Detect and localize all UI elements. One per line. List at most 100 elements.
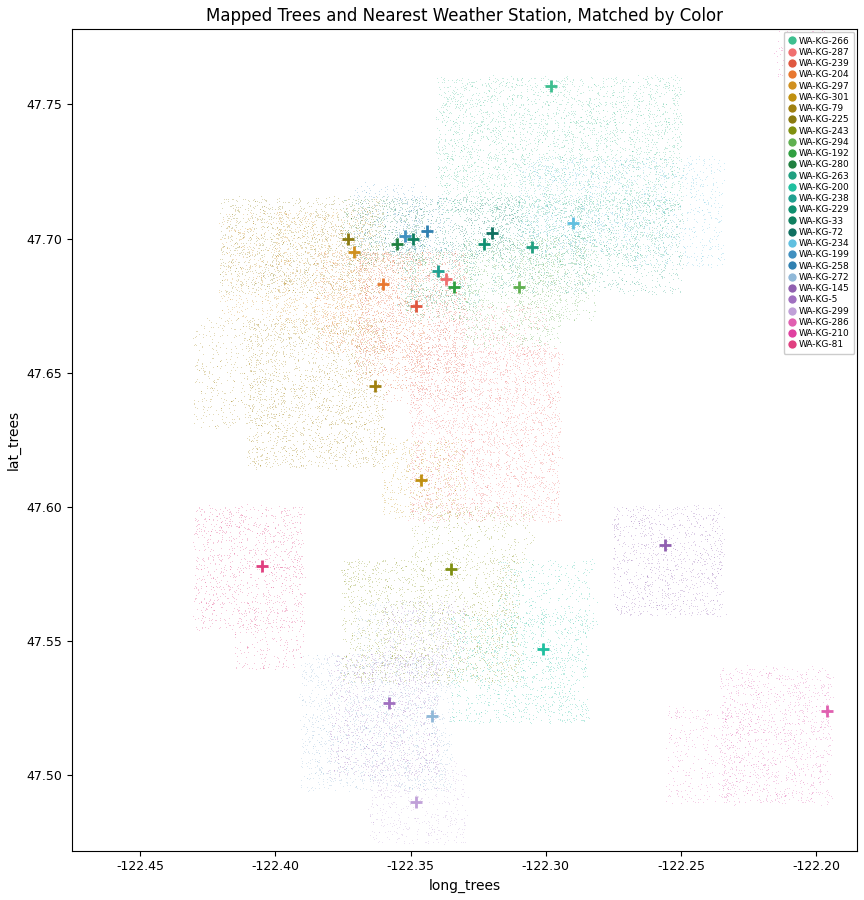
Point [267, 562, 281, 577]
Point [383, 314, 397, 328]
Point [309, 414, 323, 428]
Point [404, 391, 418, 405]
Point [504, 316, 518, 330]
Point [357, 341, 371, 356]
Point [603, 169, 617, 184]
Point [378, 605, 392, 619]
Point [484, 657, 498, 671]
Point [377, 630, 391, 644]
Point [432, 194, 446, 208]
Point [357, 342, 371, 356]
Point [549, 207, 562, 221]
Point [346, 658, 359, 672]
Point [463, 369, 477, 383]
Point [372, 261, 385, 275]
Point [499, 588, 513, 602]
Point [485, 185, 499, 200]
Point [365, 281, 379, 295]
Point [422, 332, 435, 347]
Point [640, 553, 654, 567]
Point [498, 480, 511, 494]
Point [371, 298, 384, 312]
Point [552, 213, 566, 228]
Point [385, 250, 399, 265]
Point [441, 346, 454, 361]
Point [346, 727, 360, 742]
Point [403, 773, 416, 788]
Point [341, 762, 355, 777]
Point [781, 0, 795, 14]
Point [352, 572, 365, 586]
Point [557, 111, 571, 125]
Point [397, 253, 410, 267]
Point [589, 164, 603, 178]
Point [403, 270, 417, 284]
Point [364, 324, 378, 338]
Point [401, 644, 415, 658]
Point [329, 320, 343, 335]
Point [472, 363, 486, 377]
Point [556, 210, 569, 224]
Point [381, 757, 395, 771]
Point [390, 276, 403, 291]
Point [275, 560, 289, 574]
Point [356, 667, 370, 681]
Point [762, 704, 776, 718]
Point [658, 105, 672, 120]
Point [571, 290, 585, 304]
Point [442, 328, 456, 343]
Point [543, 249, 556, 264]
Point [375, 328, 389, 343]
Point [353, 236, 366, 250]
Point [451, 359, 465, 374]
Point [434, 240, 448, 255]
Point [440, 404, 454, 419]
Point [377, 740, 391, 754]
Point [329, 449, 343, 464]
Point [672, 90, 686, 104]
Point [283, 547, 296, 562]
Point [635, 591, 649, 606]
Point [503, 116, 517, 130]
Point [386, 313, 400, 328]
Point [660, 520, 674, 535]
Point [431, 491, 445, 506]
Point [552, 703, 566, 717]
Point [454, 419, 467, 434]
Point [664, 604, 678, 618]
Point [618, 544, 632, 559]
Point [352, 271, 365, 285]
Point [451, 302, 465, 316]
Point [444, 464, 458, 479]
Point [443, 785, 457, 799]
Point [819, 712, 833, 726]
Point [306, 724, 320, 738]
Point [455, 777, 469, 791]
Point [429, 492, 442, 507]
Point [334, 721, 347, 735]
Point [310, 206, 324, 220]
Point [413, 561, 427, 575]
Point [275, 560, 289, 574]
Point [716, 662, 730, 677]
Point [797, 675, 811, 689]
Point [696, 185, 709, 200]
Point [353, 259, 366, 274]
Point [410, 768, 424, 782]
Point [324, 726, 338, 741]
Point [457, 626, 471, 640]
Point [588, 175, 601, 189]
Point [368, 234, 382, 248]
Point [518, 506, 531, 520]
Point [756, 758, 770, 772]
Point [513, 237, 527, 251]
Point [499, 199, 512, 213]
Point [660, 195, 674, 210]
Point [444, 445, 458, 459]
Point [566, 580, 580, 594]
Point [655, 269, 669, 284]
Point [566, 231, 580, 246]
Point [526, 224, 540, 238]
Point [492, 327, 505, 341]
Point [532, 236, 546, 250]
